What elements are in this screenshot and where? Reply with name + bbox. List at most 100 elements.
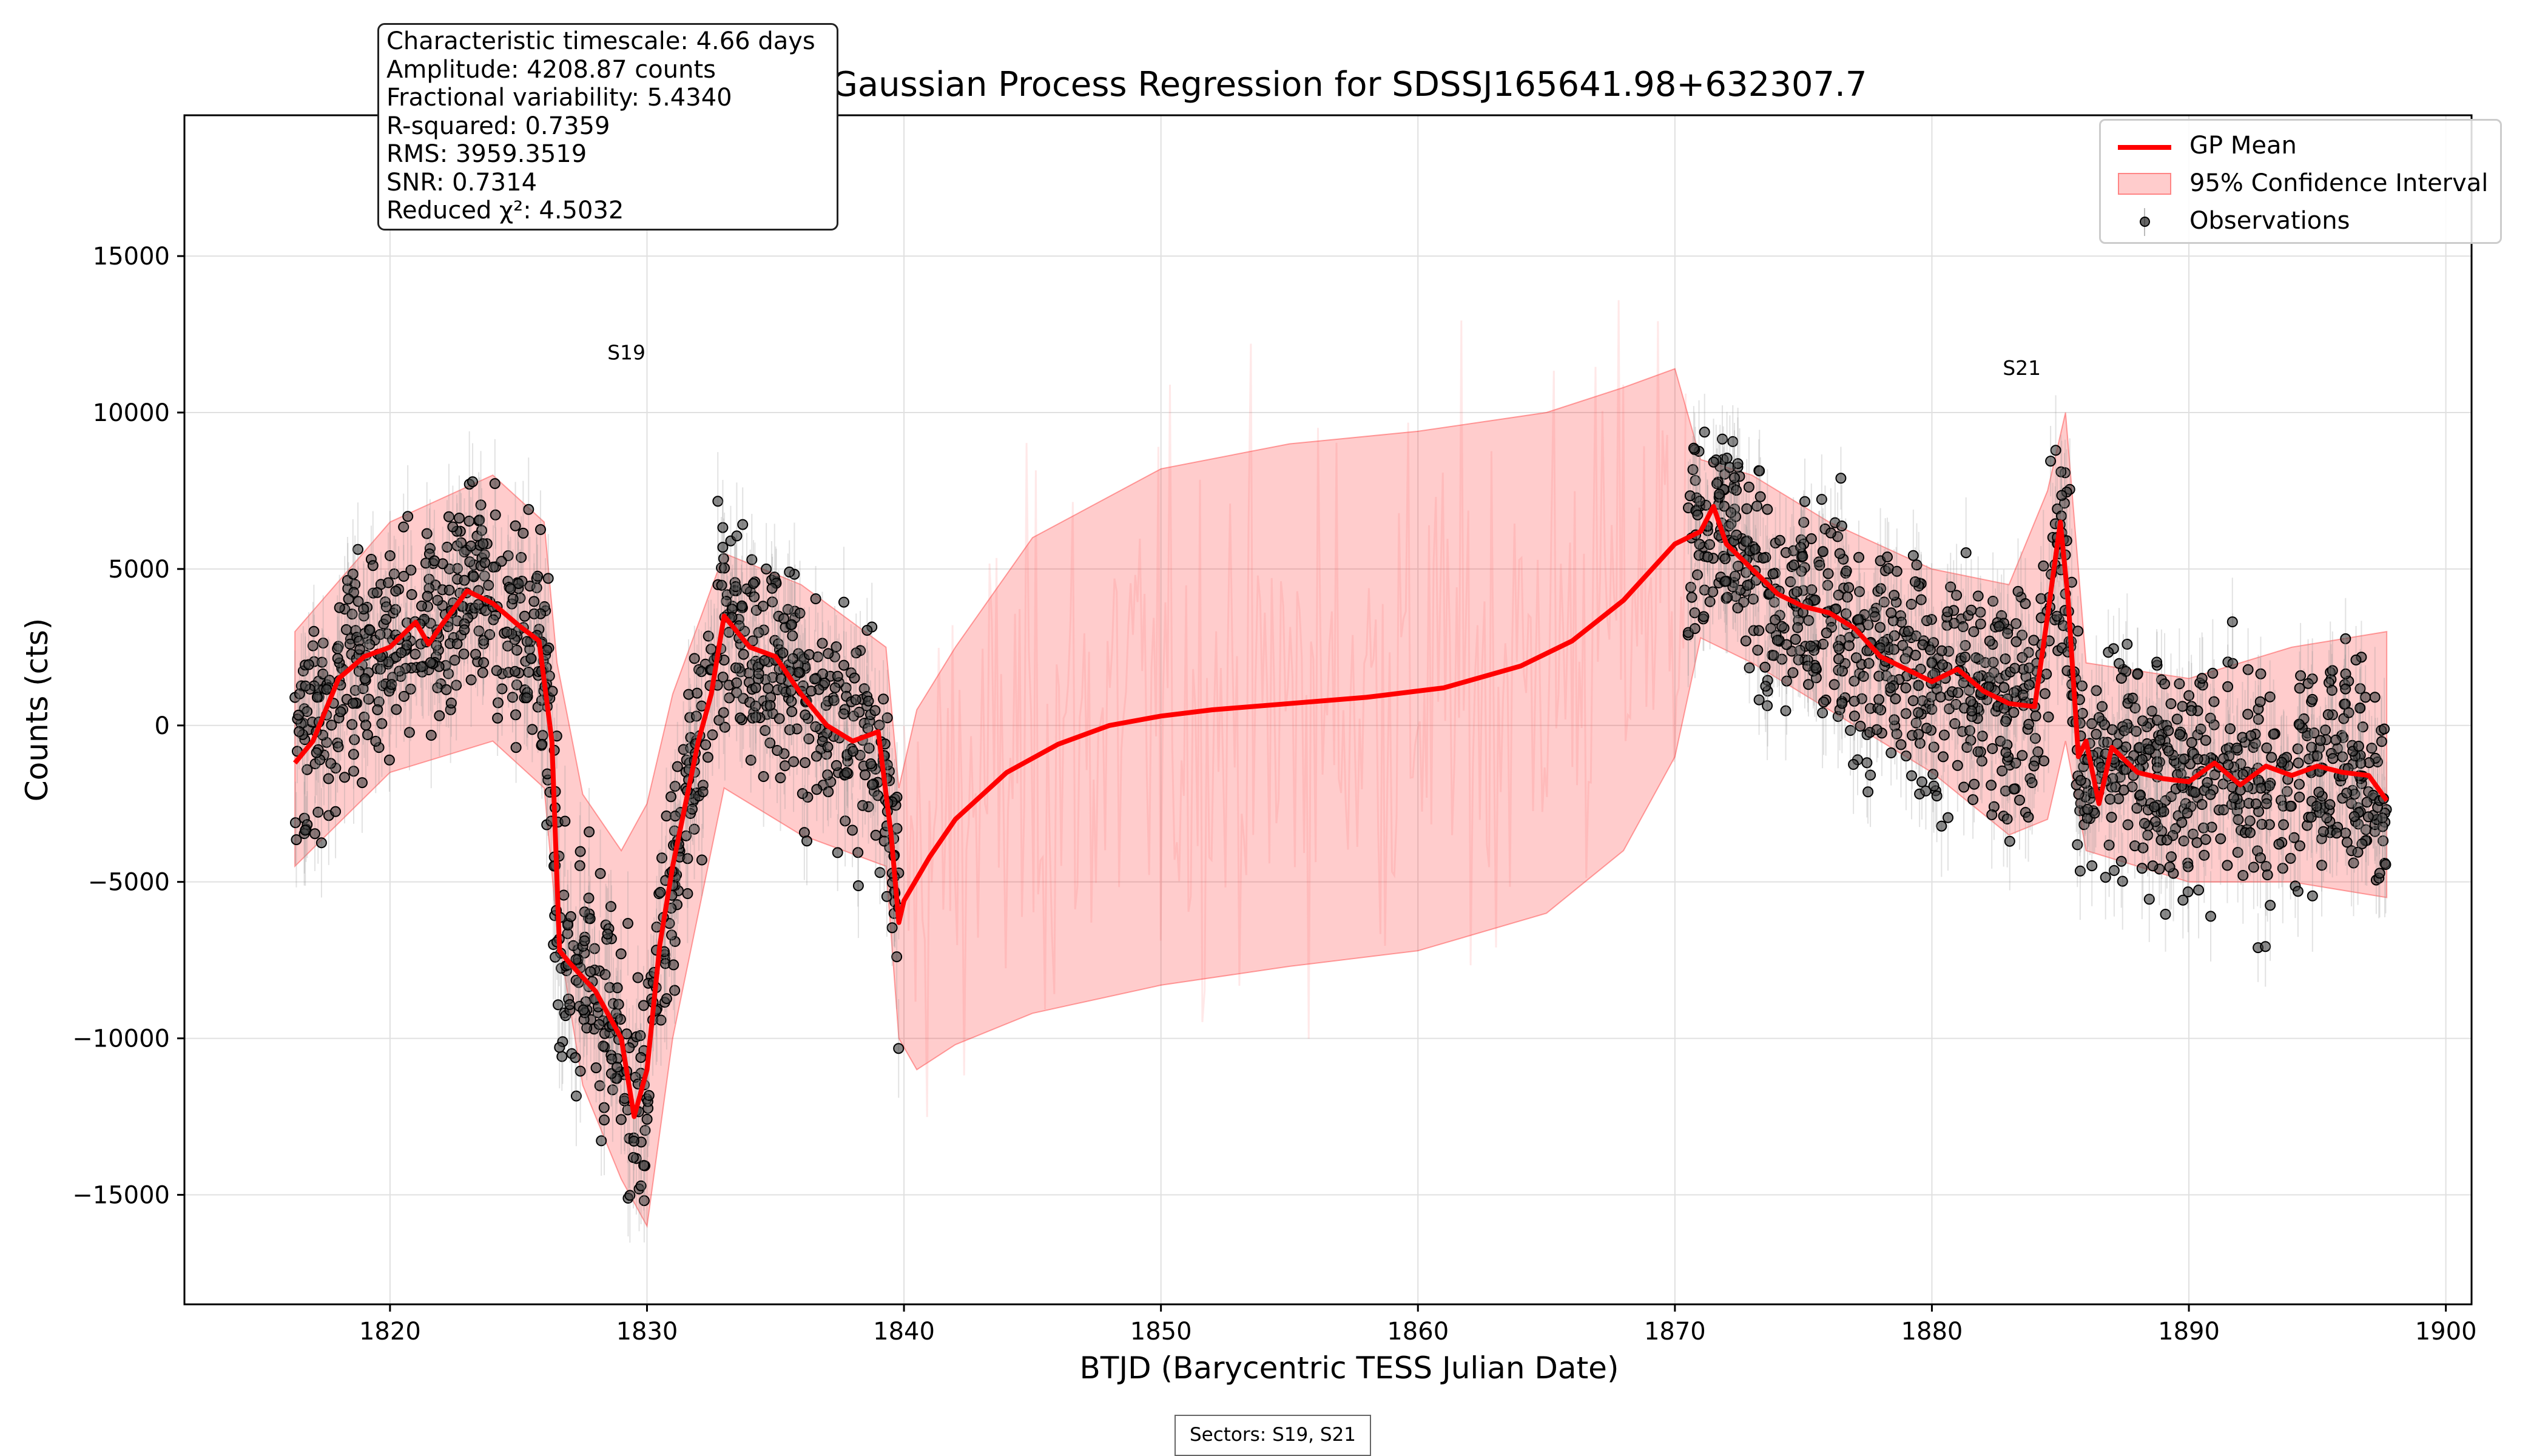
observation-point bbox=[574, 860, 585, 871]
observation-point bbox=[1797, 551, 1808, 562]
observation-point bbox=[661, 993, 672, 1005]
observation-point bbox=[2002, 628, 2014, 639]
observation-point bbox=[2282, 786, 2293, 797]
observation-point bbox=[1986, 809, 1998, 820]
observation-point bbox=[523, 504, 534, 515]
observation-point bbox=[364, 624, 376, 636]
observation-point bbox=[2115, 855, 2127, 867]
observation-point bbox=[774, 713, 785, 724]
observation-point bbox=[2264, 691, 2276, 703]
observation-point bbox=[1972, 746, 1984, 758]
observation-point bbox=[1886, 607, 1897, 619]
observation-point bbox=[406, 589, 417, 600]
x-tick-label: 1880 bbox=[1901, 1318, 1963, 1346]
observation-point bbox=[1719, 500, 1730, 512]
observation-point bbox=[496, 683, 508, 695]
observation-point bbox=[532, 570, 544, 582]
observation-point bbox=[558, 889, 570, 901]
observation-point bbox=[1882, 551, 1893, 563]
observation-point bbox=[2152, 762, 2163, 774]
observation-point bbox=[2245, 730, 2257, 741]
observation-point bbox=[621, 1028, 632, 1040]
observation-point bbox=[2255, 852, 2266, 863]
y-tick-label: 0 bbox=[155, 712, 170, 740]
observation-point bbox=[2218, 804, 2230, 815]
observation-point bbox=[2265, 900, 2276, 911]
observation-point bbox=[1704, 596, 1716, 607]
observation-point bbox=[1770, 614, 1781, 625]
observation-point bbox=[2222, 681, 2234, 692]
observation-point bbox=[612, 1062, 623, 1073]
legend-label: 95% Confidence Interval bbox=[2189, 169, 2489, 197]
observation-point bbox=[753, 668, 764, 679]
observation-point bbox=[772, 745, 783, 756]
observation-point bbox=[2161, 834, 2172, 846]
observation-point bbox=[737, 519, 749, 530]
observation-point bbox=[1717, 433, 1728, 445]
observation-point bbox=[615, 948, 627, 960]
observation-point bbox=[1762, 504, 1773, 515]
observation-point bbox=[764, 699, 776, 711]
observation-point bbox=[1931, 790, 1943, 801]
observation-point bbox=[1752, 644, 1764, 656]
observation-point bbox=[2322, 709, 2334, 720]
observation-point bbox=[689, 653, 700, 664]
observation-point bbox=[2038, 755, 2050, 767]
observation-point bbox=[1928, 780, 1940, 792]
observation-point bbox=[440, 684, 452, 695]
observation-point bbox=[2086, 860, 2098, 872]
observation-point bbox=[1837, 666, 1848, 677]
observation-point bbox=[1987, 743, 1998, 754]
stat-snr: SNR: 0.7314 bbox=[386, 168, 538, 197]
observation-point bbox=[1774, 534, 1785, 546]
observation-point bbox=[1689, 623, 1700, 635]
observation-point bbox=[1907, 695, 1919, 706]
observation-point bbox=[655, 1014, 667, 1026]
observation-point bbox=[2146, 706, 2158, 717]
observation-point bbox=[891, 951, 903, 963]
observation-point bbox=[362, 729, 373, 741]
observation-point bbox=[2376, 736, 2387, 747]
observation-point bbox=[666, 791, 676, 803]
confidence-swatch bbox=[2118, 173, 2171, 195]
observation-point bbox=[294, 726, 305, 737]
observation-point bbox=[348, 749, 359, 760]
stat-r-squared: R-squared: 0.7359 bbox=[386, 112, 610, 140]
observation-point bbox=[2137, 842, 2149, 854]
observation-point bbox=[607, 1084, 618, 1096]
legend-label: Observations bbox=[2189, 207, 2350, 235]
observation-point bbox=[422, 590, 433, 602]
observation-point bbox=[669, 985, 681, 996]
observation-point bbox=[838, 659, 849, 671]
observation-point bbox=[431, 639, 442, 651]
observation-point bbox=[878, 835, 890, 847]
observation-point bbox=[2091, 729, 2102, 740]
observation-point bbox=[335, 706, 346, 718]
observation-point bbox=[1725, 507, 1737, 518]
observation-point bbox=[1855, 721, 1866, 732]
observation-point bbox=[2316, 860, 2328, 871]
observation-point bbox=[483, 579, 494, 591]
observation-point bbox=[1842, 592, 1853, 603]
observation-point bbox=[786, 619, 797, 630]
observation-point bbox=[521, 636, 533, 647]
observation-point bbox=[2077, 680, 2088, 692]
observation-point bbox=[352, 596, 364, 607]
observation-point bbox=[759, 655, 770, 666]
observation-point bbox=[367, 560, 379, 571]
observation-point bbox=[2307, 890, 2318, 902]
observation-point bbox=[757, 601, 769, 612]
observation-point bbox=[724, 692, 735, 704]
observation-point bbox=[841, 767, 852, 778]
observation-point bbox=[579, 906, 590, 918]
observation-point bbox=[2205, 789, 2216, 800]
observation-point bbox=[1986, 780, 1997, 791]
observation-point bbox=[578, 1004, 589, 1016]
observation-point bbox=[1949, 718, 1961, 729]
observation-point bbox=[513, 578, 524, 589]
observation-point bbox=[2261, 798, 2272, 809]
observation-point bbox=[1891, 728, 1903, 740]
observation-point bbox=[2341, 837, 2353, 848]
observation-point bbox=[1960, 652, 1970, 662]
observation-point bbox=[2232, 847, 2243, 858]
